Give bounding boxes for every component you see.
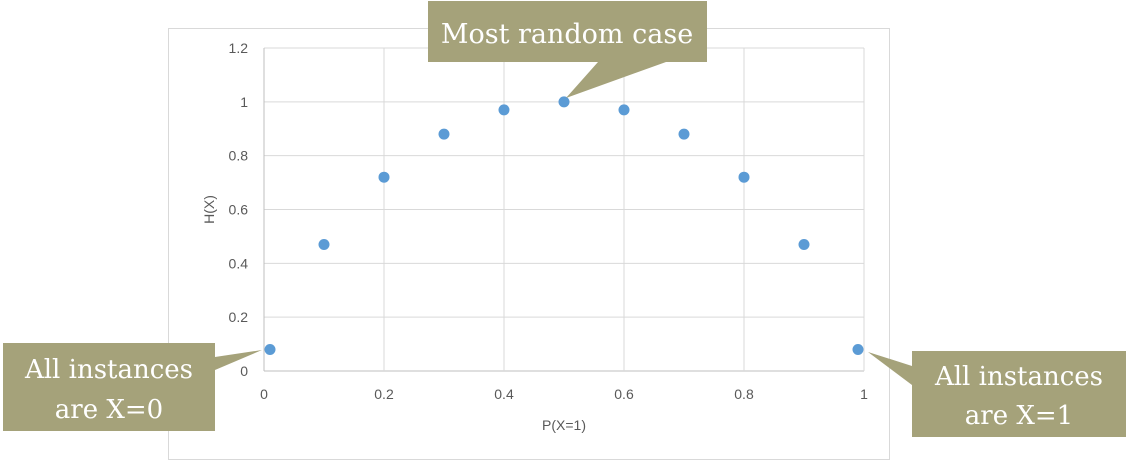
y-tick-label: 1.2 bbox=[229, 40, 249, 56]
data-point bbox=[618, 104, 630, 116]
x-tick-label: 1 bbox=[860, 386, 868, 402]
data-point bbox=[558, 96, 570, 108]
data-point bbox=[264, 343, 276, 355]
x-tick-label: 0.4 bbox=[494, 386, 514, 402]
data-point bbox=[438, 128, 450, 140]
x-tick-label: 0.6 bbox=[614, 386, 634, 402]
callout-top-text: Most random case bbox=[441, 19, 693, 50]
y-axis-title: H(X) bbox=[201, 195, 217, 224]
callout-right-shape bbox=[868, 351, 1126, 437]
callout-left-line2: are X=0 bbox=[55, 395, 163, 425]
callout-all-x1: All instances are X=1 bbox=[868, 351, 1126, 437]
callout-right-line1: All instances bbox=[934, 362, 1103, 392]
callout-left-shape bbox=[3, 343, 262, 431]
callout-top-shape bbox=[428, 1, 707, 98]
data-point bbox=[852, 343, 864, 355]
y-tick-label: 1 bbox=[240, 94, 248, 110]
x-axis-title: P(X=1) bbox=[542, 417, 586, 433]
callout-right-line2: are X=1 bbox=[965, 401, 1073, 431]
x-tick-label: 0.8 bbox=[734, 386, 754, 402]
callout-most-random: Most random case bbox=[428, 1, 707, 98]
y-tick-label: 0.2 bbox=[229, 309, 249, 325]
grid-layer bbox=[263, 47, 865, 372]
chart-frame bbox=[168, 28, 890, 460]
data-point bbox=[378, 171, 390, 183]
data-point bbox=[738, 171, 750, 183]
callout-all-x0: All instances are X=0 bbox=[3, 343, 262, 431]
y-tick-label: 0.4 bbox=[229, 255, 249, 271]
y-tick-label: 0.8 bbox=[229, 148, 249, 164]
data-point bbox=[318, 238, 330, 250]
data-point bbox=[798, 238, 810, 250]
tick-labels: 0 0.2 0.4 0.6 0.8 1 1.2 0 0.2 0.4 0.6 0.8 1 bbox=[229, 40, 869, 402]
x-tick-label: 0.2 bbox=[374, 386, 394, 402]
y-tick-label: 0.6 bbox=[229, 202, 249, 218]
data-point bbox=[678, 128, 690, 140]
data-points bbox=[264, 96, 864, 355]
callout-left-line1: All instances bbox=[24, 355, 193, 385]
y-tick-label: 0 bbox=[240, 363, 248, 379]
data-point bbox=[498, 104, 510, 116]
x-tick-label: 0 bbox=[260, 386, 268, 402]
